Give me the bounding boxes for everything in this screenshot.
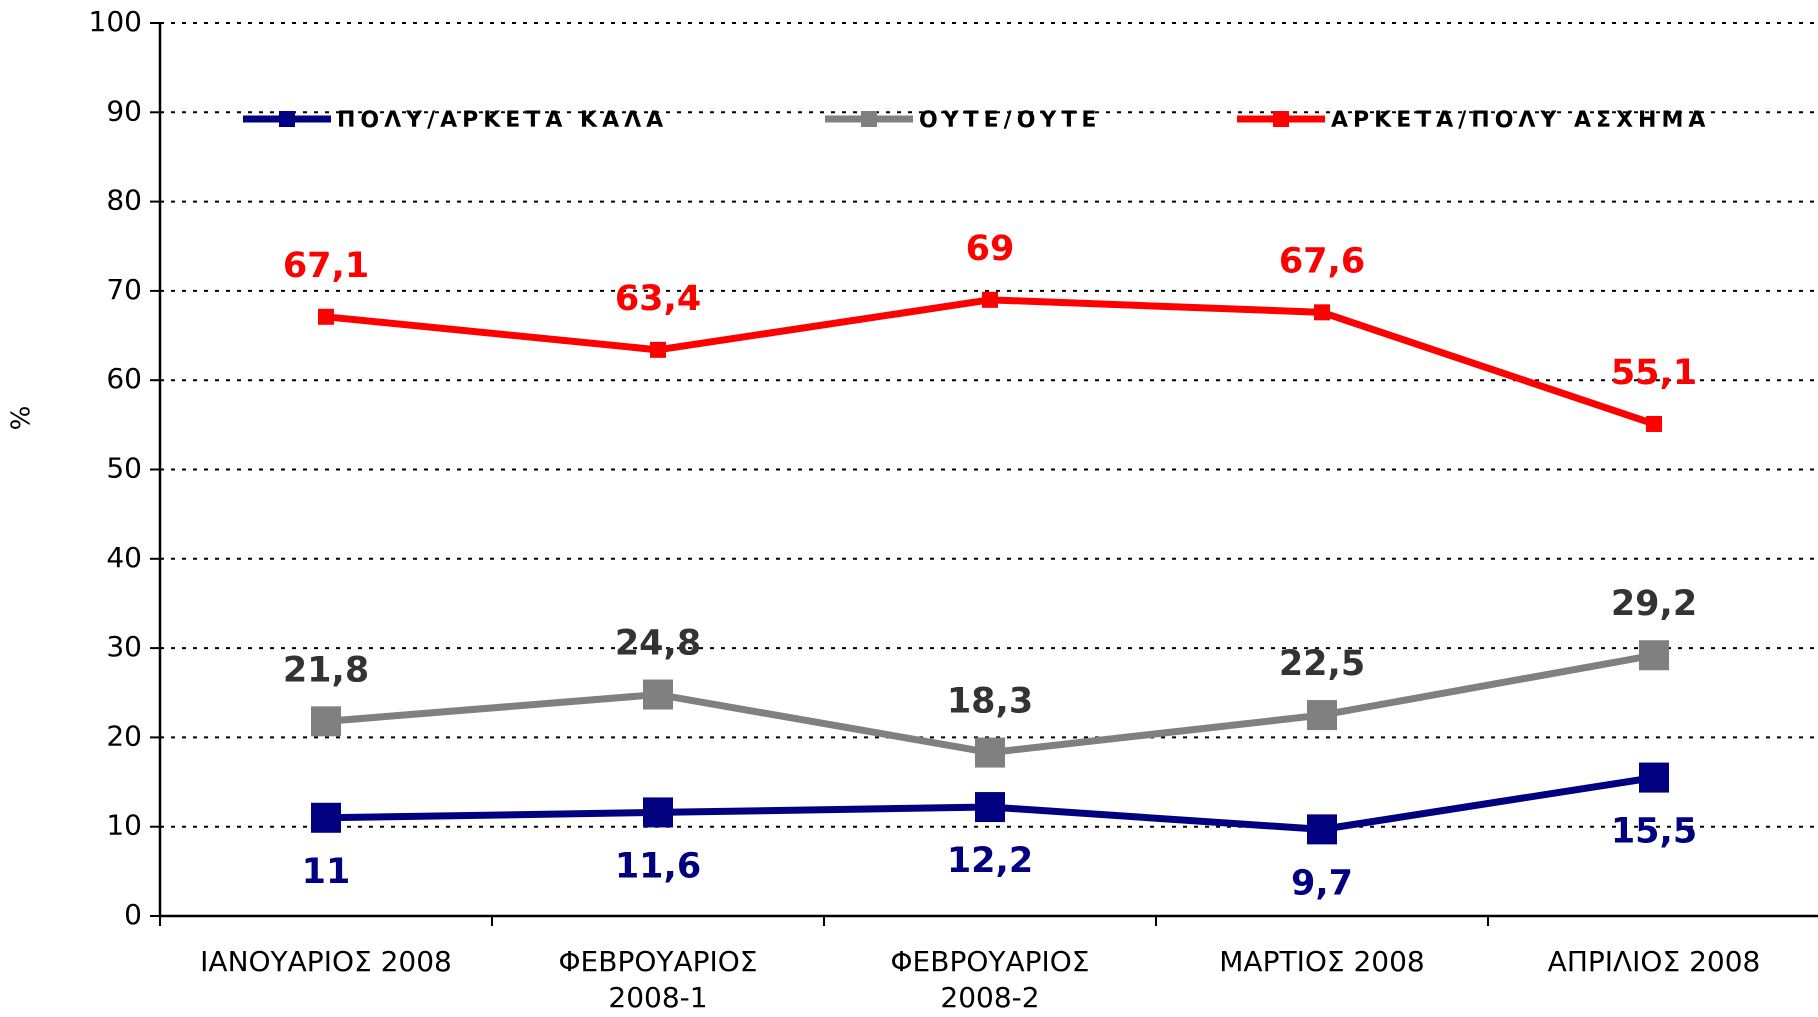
y-tick-label: 100 (89, 5, 142, 38)
marker (650, 341, 666, 358)
y-tick-label: 50 (106, 452, 142, 485)
x-tick-label: ΦΕΒΡΟΥΑΡΙΟΣ 2008-1 (558, 945, 758, 1014)
data-label: 29,2 (1611, 584, 1697, 624)
marker (982, 291, 998, 308)
marker (1646, 415, 1662, 432)
marker (1307, 700, 1337, 731)
marker (643, 797, 673, 828)
y-axis-label: % (7, 406, 37, 431)
legend-label: ΑΡΚΕΤΑ/ΠΟΛΥ ΑΣΧΗΜΑ (1331, 108, 1710, 133)
x-tick-label: ΜΑΡΤΙΟΣ 2008 (1219, 945, 1425, 978)
data-label: 11 (302, 852, 351, 892)
x-tick-label: ΙΑΝΟΥΑΡΙΟΣ 2008 (200, 945, 452, 978)
marker (318, 308, 334, 325)
y-tick-label: 90 (106, 94, 142, 127)
y-tick-label: 10 (106, 809, 142, 842)
y-tick-label: 30 (106, 630, 142, 663)
data-label: 69 (966, 229, 1015, 269)
y-tick-label: 40 (106, 541, 142, 574)
data-label: 67,1 (283, 246, 369, 286)
y-tick-label: 80 (106, 184, 142, 217)
marker (643, 679, 673, 710)
legend-label: ΟΥΤΕ/ΟΥΤΕ (919, 108, 1101, 133)
data-label: 67,6 (1279, 241, 1365, 281)
marker (311, 802, 341, 833)
data-label: 24,8 (615, 624, 701, 664)
marker (1307, 814, 1337, 845)
marker (975, 737, 1005, 768)
data-label: 12,2 (947, 841, 1033, 881)
data-label: 55,1 (1611, 353, 1697, 393)
y-tick-label: 20 (106, 719, 142, 752)
data-label: 63,4 (615, 279, 701, 319)
marker (1639, 762, 1669, 793)
legend-label: ΠΟΛΥ/ΑΡΚΕΤΑ ΚΑΛΑ (337, 108, 668, 133)
legend-marker (1273, 111, 1289, 127)
y-tick-label: 70 (106, 273, 142, 306)
marker (975, 792, 1005, 823)
data-label: 21,8 (283, 650, 369, 690)
data-label: 11,6 (615, 846, 701, 886)
legend-marker (279, 111, 295, 127)
marker (1639, 640, 1669, 671)
y-tick-label: 0 (124, 898, 142, 931)
marker (311, 706, 341, 737)
series-line (325, 296, 1656, 428)
data-label: 18,3 (947, 682, 1033, 722)
data-label: 15,5 (1611, 812, 1697, 852)
marker (1314, 304, 1330, 321)
data-label: 22,5 (1279, 644, 1365, 684)
y-tick-label: 60 (106, 362, 142, 395)
x-tick-label: ΦΕΒΡΟΥΑΡΙΟΣ 2008-2 (890, 945, 1090, 1014)
x-tick-label: ΑΠΡΙΛΙΟΣ 2008 (1547, 945, 1761, 978)
data-label: 9,7 (1291, 863, 1353, 903)
legend-marker (861, 111, 877, 127)
